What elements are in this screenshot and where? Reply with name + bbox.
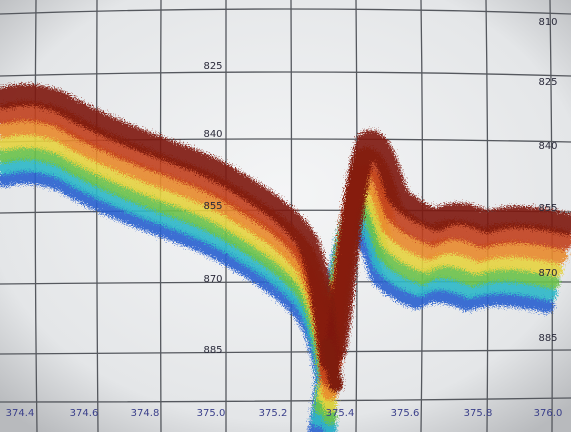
depth-label: 825 (203, 61, 222, 72)
x-label: 375.8 (464, 408, 493, 419)
depth-label: 855 (538, 203, 557, 214)
x-label: 376.0 (534, 408, 563, 419)
depth-label: 855 (203, 201, 222, 212)
depth-label: 870 (203, 274, 222, 285)
depth-label: 825 (538, 77, 557, 88)
depth-label: 870 (538, 268, 557, 279)
x-label: 375.6 (391, 408, 420, 419)
x-label: 375.2 (259, 408, 288, 419)
x-label: 375.0 (197, 408, 226, 419)
echo-core (321, 338, 343, 392)
echo-band (0, 84, 571, 432)
x-label: 374.4 (6, 408, 35, 419)
depth-label: 810 (538, 17, 557, 28)
depth-label: 885 (538, 333, 557, 344)
x-label: 375.4 (326, 408, 355, 419)
x-label: 374.6 (70, 408, 99, 419)
depth-label: 840 (538, 141, 557, 152)
depth-label: 840 (203, 129, 222, 140)
x-label: 374.8 (131, 408, 160, 419)
echo-layer (0, 84, 341, 371)
echo-layer (324, 130, 571, 361)
depth-label: 885 (203, 345, 222, 356)
